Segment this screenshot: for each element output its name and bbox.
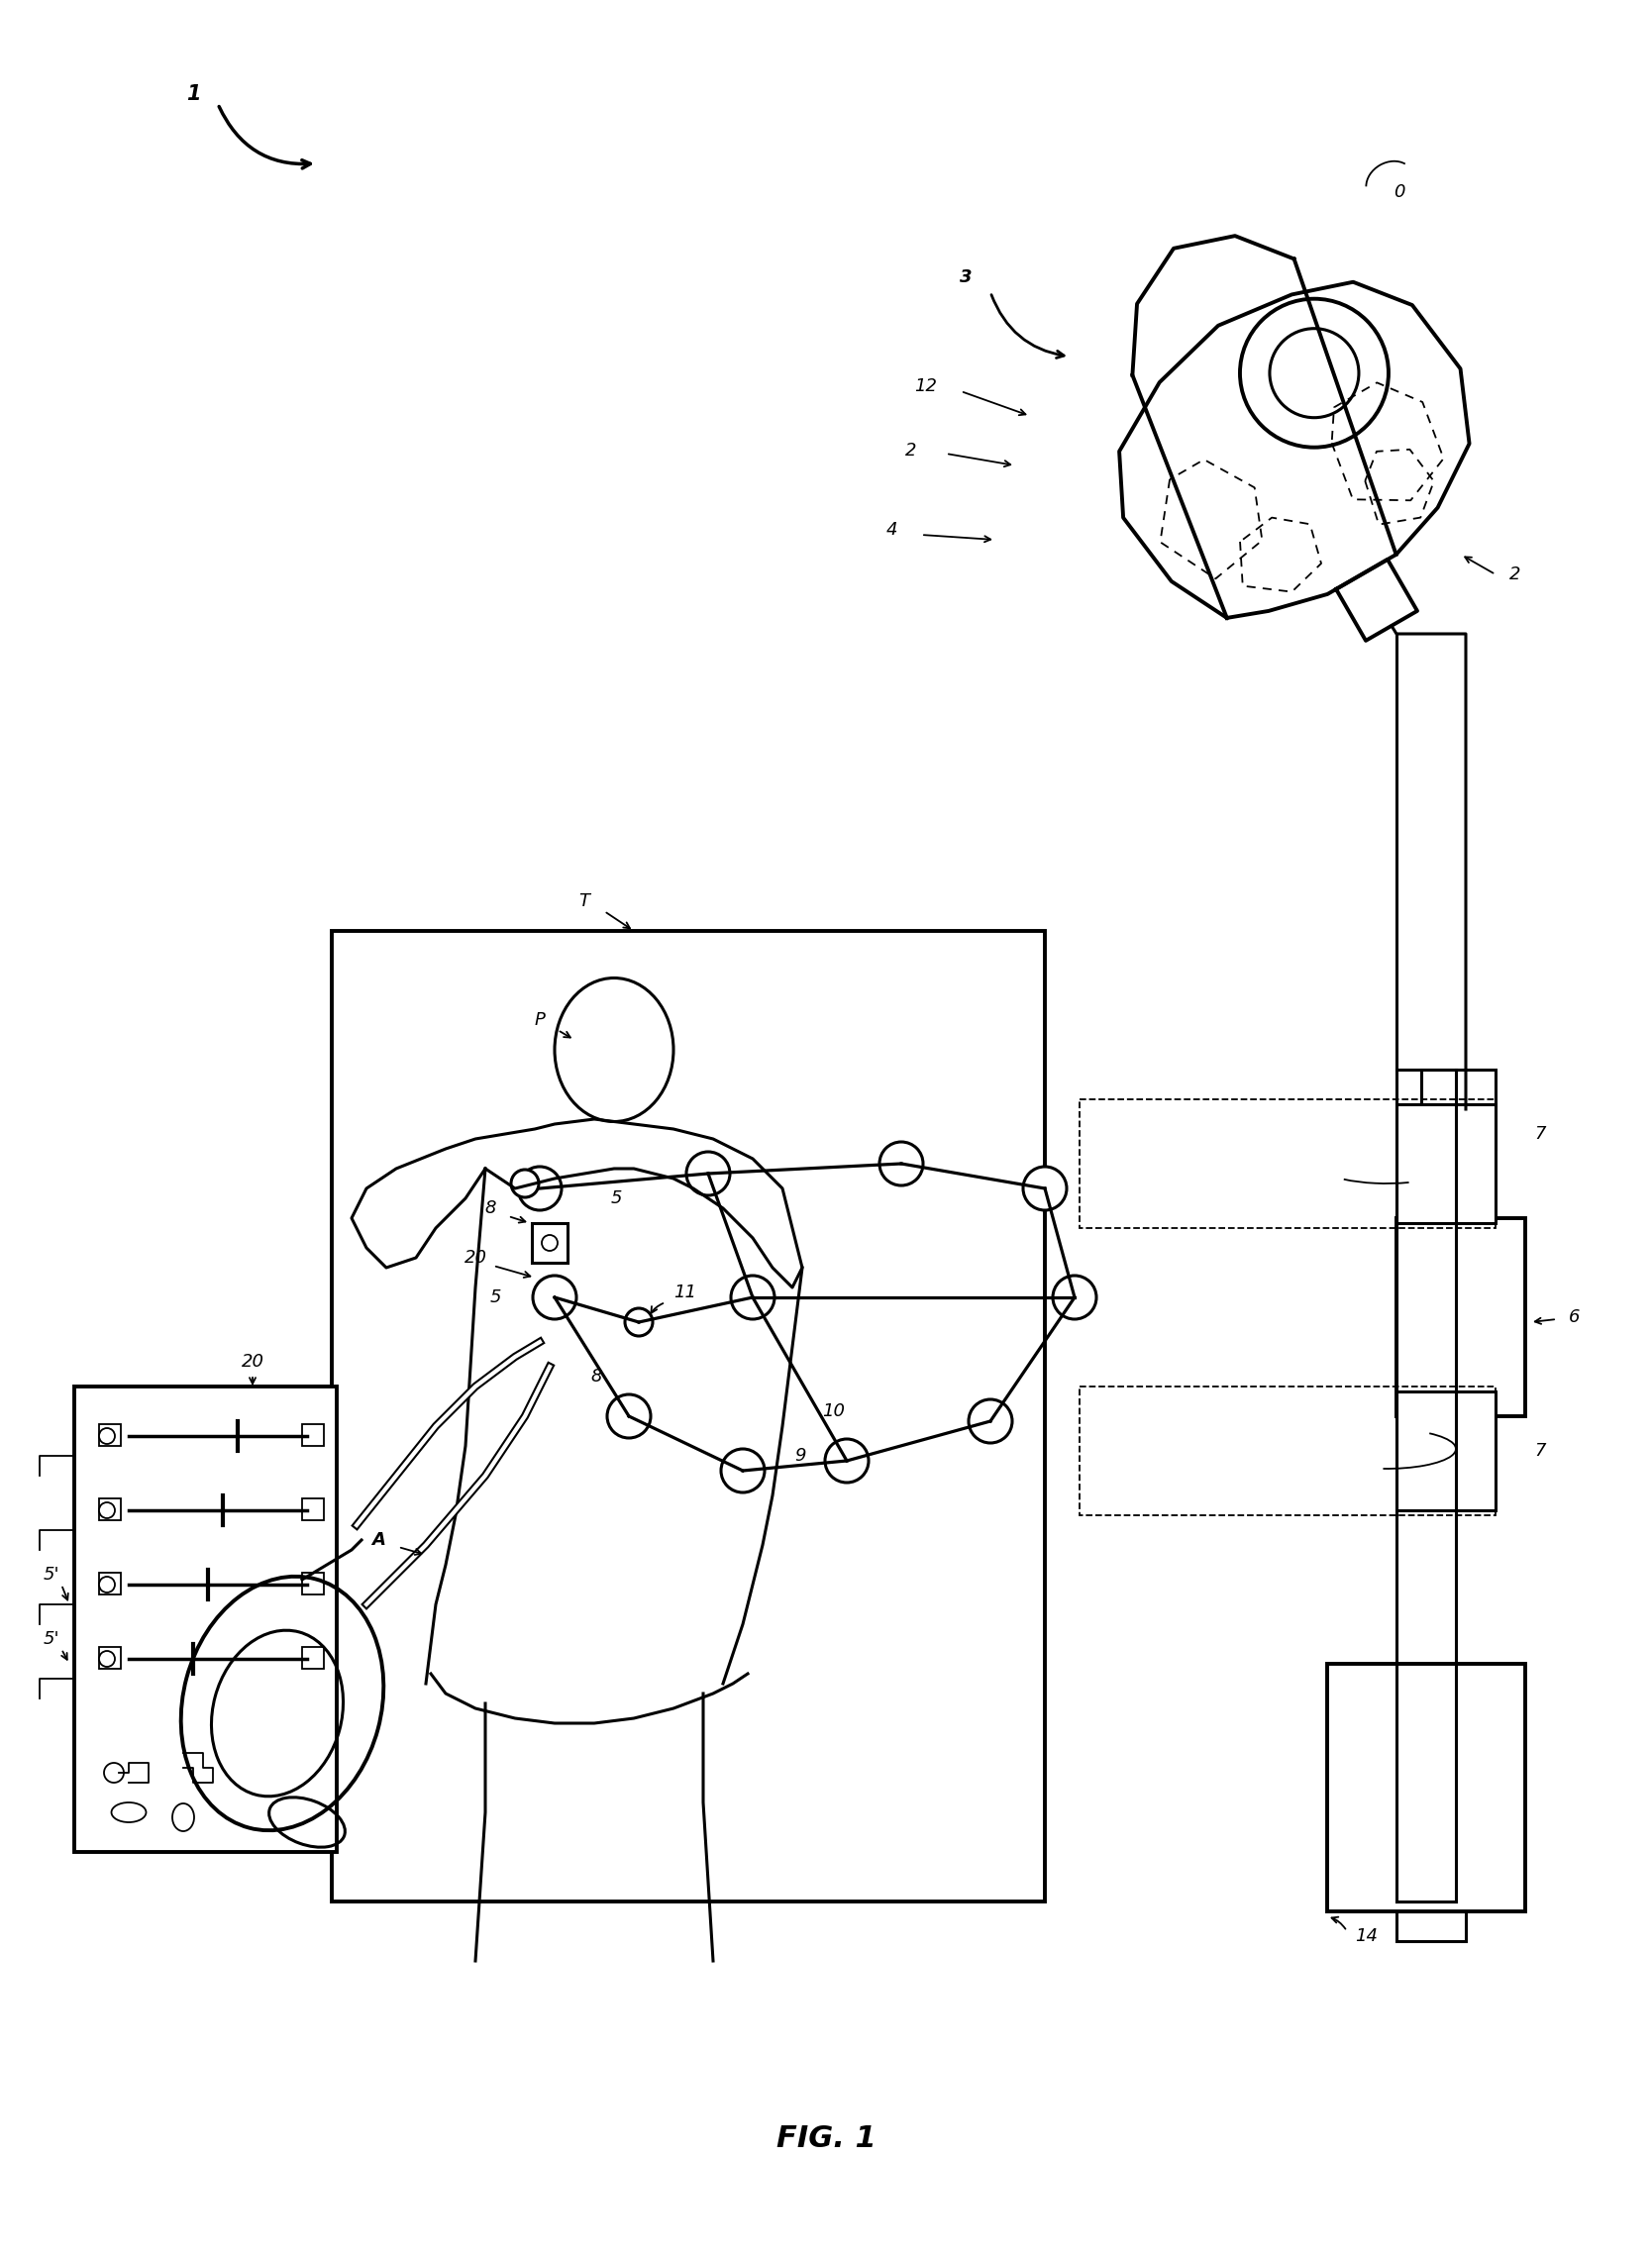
Circle shape — [720, 1449, 765, 1492]
Circle shape — [730, 1275, 775, 1318]
Bar — [1396, 1103, 1495, 1223]
Bar — [1396, 1391, 1495, 1510]
Bar — [1327, 1664, 1525, 1911]
Bar — [1079, 1099, 1495, 1228]
Bar — [99, 1646, 121, 1669]
Text: 8: 8 — [484, 1198, 496, 1216]
Bar — [332, 932, 1044, 1902]
Text: 5: 5 — [489, 1289, 501, 1307]
Text: FIG. 1: FIG. 1 — [776, 2125, 876, 2152]
Text: 12: 12 — [915, 378, 937, 396]
Bar — [1396, 1219, 1525, 1415]
Bar — [1079, 1386, 1495, 1515]
Bar — [302, 1424, 324, 1447]
Text: 5': 5' — [43, 1630, 59, 1648]
Circle shape — [968, 1400, 1013, 1443]
Text: 10: 10 — [823, 1402, 846, 1420]
Bar — [302, 1574, 324, 1594]
Text: 1: 1 — [187, 84, 200, 104]
Circle shape — [824, 1438, 869, 1483]
Circle shape — [99, 1651, 116, 1666]
Text: 4: 4 — [885, 520, 897, 538]
Text: 5: 5 — [610, 1189, 621, 1207]
Text: 20: 20 — [241, 1352, 264, 1370]
Circle shape — [1052, 1275, 1097, 1318]
Text: 20: 20 — [464, 1248, 487, 1266]
Circle shape — [1023, 1167, 1067, 1210]
Text: 5': 5' — [43, 1567, 59, 1583]
Circle shape — [99, 1501, 116, 1517]
Circle shape — [624, 1309, 653, 1336]
Text: A: A — [372, 1531, 385, 1549]
Bar — [532, 1223, 568, 1262]
Bar — [302, 1499, 324, 1519]
Circle shape — [534, 1275, 577, 1318]
Text: T: T — [578, 893, 590, 911]
Circle shape — [686, 1151, 730, 1196]
Circle shape — [99, 1429, 116, 1445]
Text: 9: 9 — [795, 1447, 806, 1465]
Bar — [1421, 1069, 1495, 1149]
Text: 11: 11 — [674, 1284, 697, 1302]
Text: 3: 3 — [960, 269, 971, 287]
Bar — [1396, 1911, 1465, 1942]
Text: 7: 7 — [1535, 1126, 1546, 1142]
Bar — [99, 1424, 121, 1447]
Circle shape — [879, 1142, 923, 1185]
Circle shape — [99, 1576, 116, 1592]
Text: 7: 7 — [1535, 1443, 1546, 1461]
Text: 0: 0 — [1394, 183, 1406, 201]
Text: P: P — [534, 1011, 545, 1029]
Bar — [74, 1386, 337, 1852]
Text: 2: 2 — [1510, 565, 1521, 583]
Bar — [99, 1574, 121, 1594]
Text: 8: 8 — [590, 1368, 601, 1386]
Circle shape — [510, 1169, 539, 1198]
Circle shape — [608, 1395, 651, 1438]
Text: 2: 2 — [905, 441, 917, 459]
Bar — [302, 1646, 324, 1669]
Text: 6: 6 — [1569, 1309, 1581, 1327]
Circle shape — [519, 1167, 562, 1210]
Text: 14: 14 — [1355, 1926, 1378, 1944]
Bar — [99, 1499, 121, 1519]
